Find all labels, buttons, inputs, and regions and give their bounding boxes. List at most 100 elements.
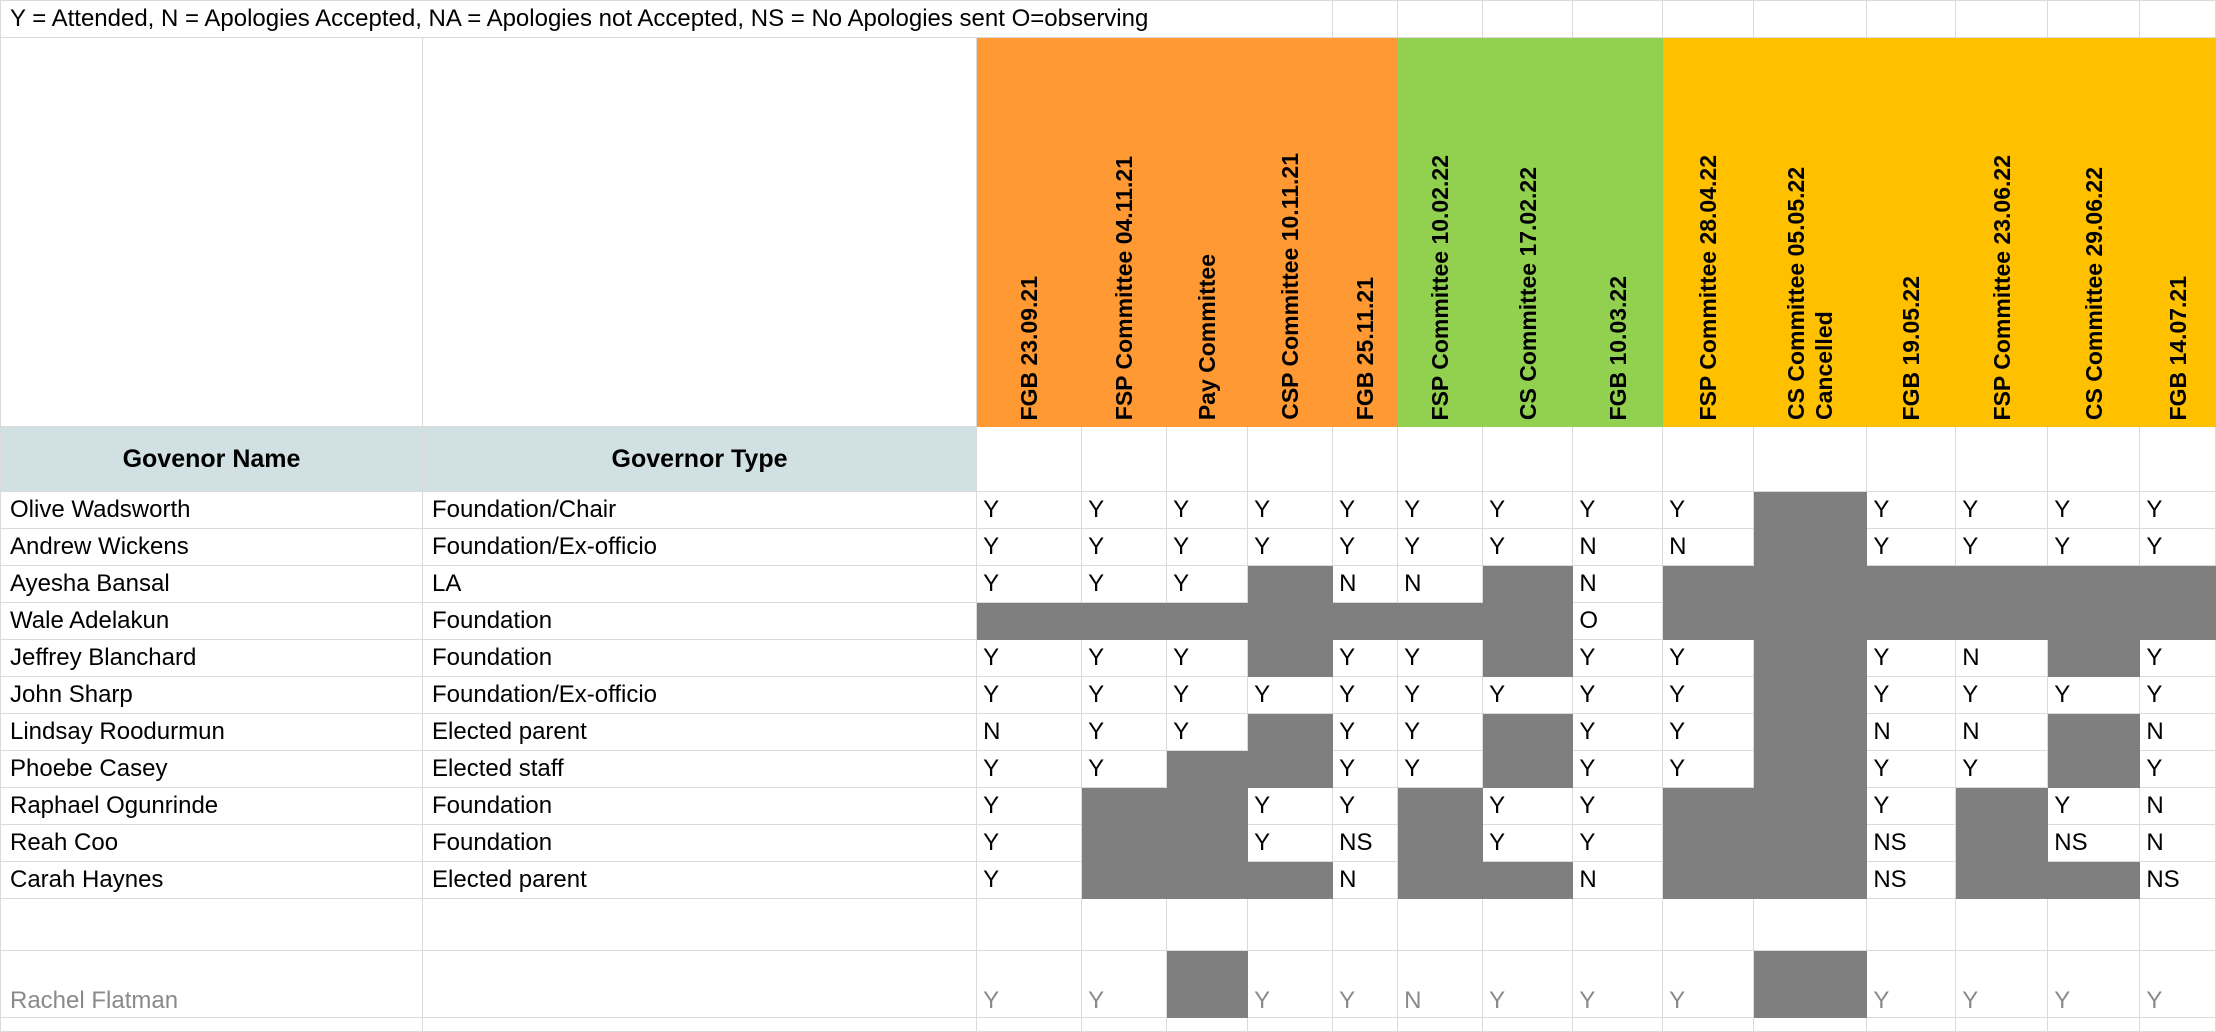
attendance-cell[interactable]: Y [1397, 491, 1484, 529]
governor-type[interactable]: Foundation/Ex-officio [421, 528, 978, 566]
not-applicable-cell[interactable] [1397, 861, 1484, 899]
attendance-cell[interactable]: Y [1482, 528, 1574, 566]
attendance-cell[interactable]: Y [1866, 787, 1957, 825]
not-applicable-cell[interactable] [2047, 750, 2141, 788]
not-applicable-cell[interactable] [976, 602, 1083, 640]
not-applicable-cell[interactable] [1753, 491, 1868, 529]
attendance-cell[interactable]: Y [1332, 676, 1399, 714]
empty-cell[interactable] [1081, 426, 1168, 492]
empty-cell[interactable] [1482, 426, 1574, 492]
attendance-cell[interactable]: Y [1247, 950, 1334, 1018]
attendance-cell[interactable]: Y [1166, 528, 1249, 566]
empty-cell[interactable] [976, 898, 1083, 951]
attendance-cell[interactable]: Y [1572, 491, 1664, 529]
empty-cell[interactable] [1332, 1017, 1399, 1032]
attendance-cell[interactable]: N [1332, 861, 1399, 899]
not-applicable-cell[interactable] [2047, 602, 2141, 640]
empty-cell[interactable] [2139, 426, 2216, 492]
attendance-cell[interactable]: Y [1482, 491, 1574, 529]
not-applicable-cell[interactable] [1866, 565, 1957, 603]
attendance-cell[interactable]: Y [1332, 750, 1399, 788]
empty-cell[interactable] [1866, 0, 1957, 38]
not-applicable-cell[interactable] [1753, 824, 1868, 862]
empty-cell[interactable] [1332, 426, 1399, 492]
empty-cell[interactable] [421, 37, 978, 427]
governor-name[interactable]: Reah Coo [0, 824, 423, 862]
not-applicable-cell[interactable] [1247, 602, 1334, 640]
empty-cell[interactable] [1572, 426, 1664, 492]
meeting-header-12[interactable]: FSP Committee 23.06.22 [1955, 37, 2049, 427]
attendance-cell[interactable]: Y [1955, 491, 2049, 529]
not-applicable-cell[interactable] [1397, 602, 1484, 640]
empty-cell[interactable] [2047, 426, 2141, 492]
attendance-cell[interactable]: Y [1081, 639, 1168, 677]
attendance-cell[interactable]: Y [1572, 950, 1664, 1018]
not-applicable-cell[interactable] [1753, 639, 1868, 677]
attendance-cell[interactable]: N [1955, 639, 2049, 677]
not-applicable-cell[interactable] [1397, 787, 1484, 825]
attendance-cell[interactable]: Y [976, 750, 1083, 788]
attendance-cell[interactable]: Y [1482, 824, 1574, 862]
attendance-cell[interactable]: N [1397, 950, 1484, 1018]
attendance-cell[interactable]: Y [1866, 950, 1957, 1018]
not-applicable-cell[interactable] [1482, 750, 1574, 788]
attendance-cell[interactable]: Y [1955, 528, 2049, 566]
empty-cell[interactable] [0, 1017, 423, 1032]
attendance-cell[interactable]: Y [1247, 491, 1334, 529]
not-applicable-cell[interactable] [1955, 602, 2049, 640]
attendance-cell[interactable]: Y [1166, 676, 1249, 714]
attendance-cell[interactable]: Y [1662, 713, 1755, 751]
empty-cell[interactable] [1572, 898, 1664, 951]
empty-cell[interactable] [1572, 1017, 1664, 1032]
empty-cell[interactable] [1955, 426, 2049, 492]
not-applicable-cell[interactable] [2047, 713, 2141, 751]
not-applicable-cell[interactable] [1397, 824, 1484, 862]
attendance-cell[interactable]: NS [1866, 824, 1957, 862]
attendance-cell[interactable]: Y [1866, 528, 1957, 566]
not-applicable-cell[interactable] [1753, 676, 1868, 714]
meeting-header-7[interactable]: CS Committee 17.02.22 [1482, 37, 1574, 427]
empty-cell[interactable] [1572, 0, 1664, 38]
empty-cell[interactable] [1753, 426, 1868, 492]
attendance-cell[interactable]: Y [2047, 491, 2141, 529]
not-applicable-cell[interactable] [1247, 639, 1334, 677]
not-applicable-cell[interactable] [1166, 602, 1249, 640]
empty-cell[interactable] [1482, 898, 1574, 951]
attendance-cell[interactable]: Y [1081, 491, 1168, 529]
attendance-cell[interactable]: N [1572, 861, 1664, 899]
empty-cell[interactable] [1955, 0, 2049, 38]
attendance-cell[interactable]: Y [1397, 639, 1484, 677]
not-applicable-cell[interactable] [1753, 528, 1868, 566]
attendance-cell[interactable]: N [1397, 565, 1484, 603]
attendance-cell[interactable]: Y [1332, 528, 1399, 566]
attendance-cell[interactable]: Y [2139, 491, 2216, 529]
attendance-cell[interactable]: Y [1955, 950, 2049, 1018]
attendance-cell[interactable]: Y [1332, 639, 1399, 677]
not-applicable-cell[interactable] [1081, 824, 1168, 862]
not-applicable-cell[interactable] [1166, 787, 1249, 825]
not-applicable-cell[interactable] [1482, 639, 1574, 677]
attendance-cell[interactable]: Y [1081, 676, 1168, 714]
attendance-cell[interactable]: Y [1866, 639, 1957, 677]
attendance-cell[interactable]: O [1572, 602, 1664, 640]
not-applicable-cell[interactable] [1166, 950, 1249, 1018]
attendance-cell[interactable]: Y [1955, 750, 2049, 788]
attendance-cell[interactable]: Y [976, 491, 1083, 529]
governor-type[interactable]: Foundation [421, 602, 978, 640]
empty-cell[interactable] [1753, 898, 1868, 951]
not-applicable-cell[interactable] [1662, 861, 1755, 899]
not-applicable-cell[interactable] [1866, 602, 1957, 640]
attendance-cell[interactable]: Y [976, 824, 1083, 862]
empty-cell[interactable] [1482, 0, 1574, 38]
empty-cell[interactable] [2139, 898, 2216, 951]
empty-cell[interactable] [1662, 0, 1755, 38]
attendance-cell[interactable]: N [2139, 824, 2216, 862]
attendance-cell[interactable]: Y [976, 861, 1083, 899]
governor-name[interactable]: Wale Adelakun [0, 602, 423, 640]
not-applicable-cell[interactable] [1753, 787, 1868, 825]
attendance-cell[interactable]: Y [1332, 950, 1399, 1018]
not-applicable-cell[interactable] [1081, 602, 1168, 640]
empty-cell[interactable] [1332, 898, 1399, 951]
attendance-cell[interactable]: Y [2139, 639, 2216, 677]
governor-type[interactable] [421, 950, 978, 1018]
